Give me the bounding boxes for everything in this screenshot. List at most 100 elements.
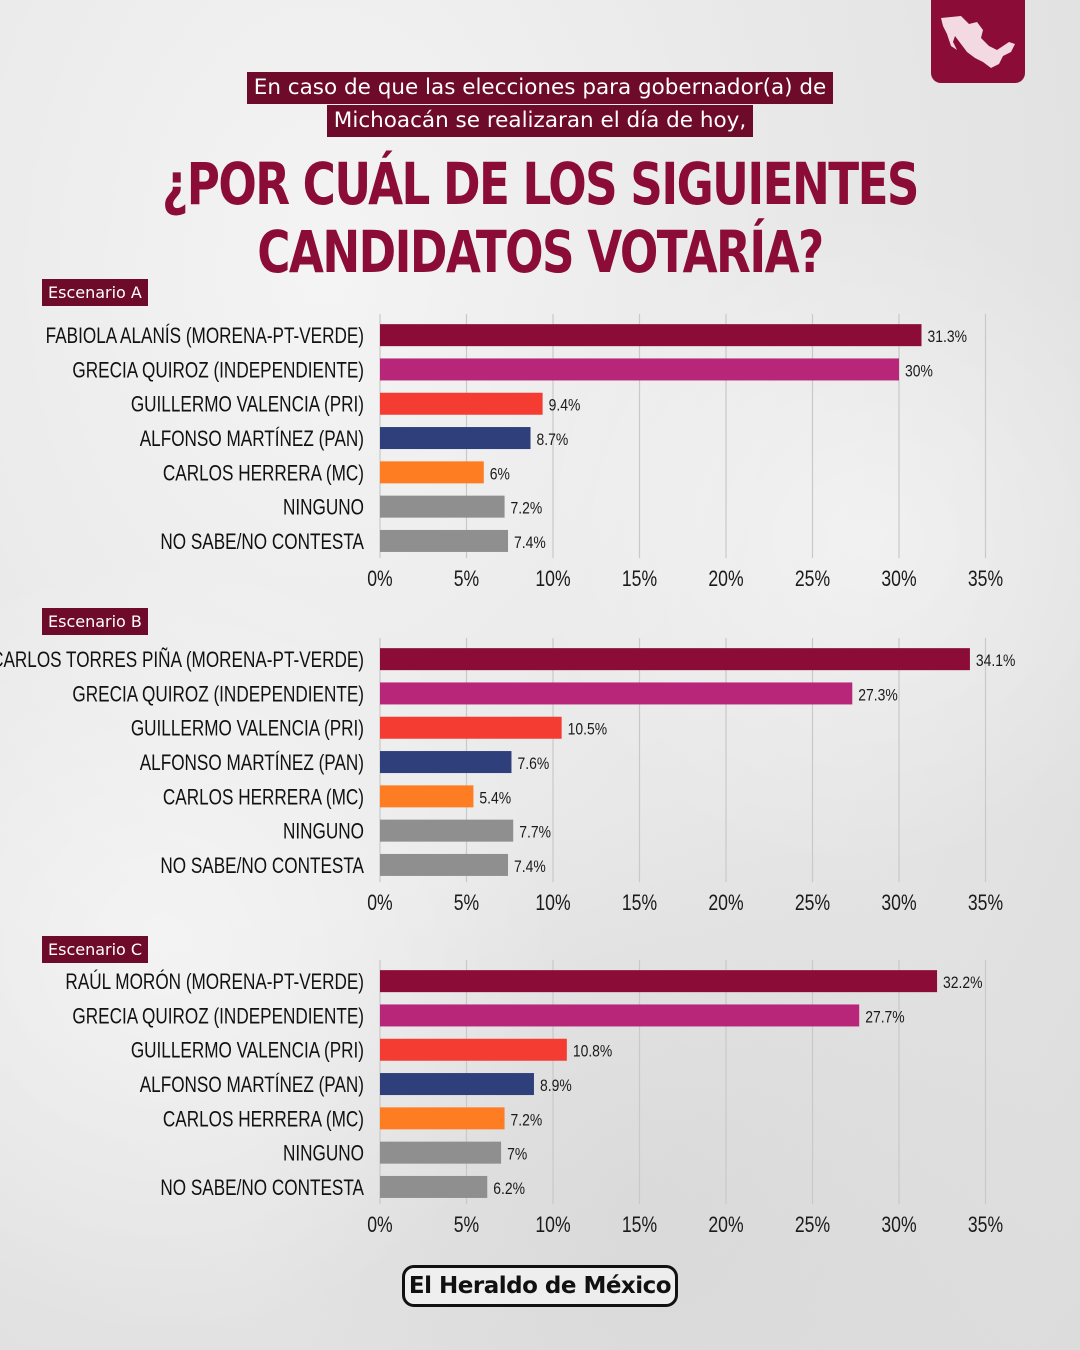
x-tick-label: 30% xyxy=(881,567,916,591)
value-label: 10.5% xyxy=(568,721,608,740)
x-tick-label: 5% xyxy=(454,567,479,591)
bar-carlos-torres-pina-morena-pt-verde xyxy=(380,648,970,671)
value-label: 6.2% xyxy=(493,1180,525,1199)
value-label: 27.3% xyxy=(858,686,898,705)
category-label: RAÚL MORÓN (MORENA-PT-VERDE) xyxy=(65,969,364,995)
bar-grecia-quiroz-independiente xyxy=(380,358,899,381)
category-label: CARLOS HERRERA (MC) xyxy=(163,785,364,810)
value-label: 30% xyxy=(905,362,933,381)
category-label: FABIOLA ALANÍS (MORENA-PT-VERDE) xyxy=(46,323,364,349)
value-label: 34.1% xyxy=(976,652,1016,671)
scenario-b-tag: Escenario B xyxy=(42,608,148,635)
value-label: 31.3% xyxy=(927,328,967,347)
x-tick-label: 30% xyxy=(881,891,916,915)
category-label: ALFONSO MARTÍNEZ (PAN) xyxy=(140,750,364,776)
bar-no-sabe-no-contesta xyxy=(380,529,509,552)
category-label: GUILLERMO VALENCIA (PRI) xyxy=(131,1039,364,1064)
value-label: 5.4% xyxy=(479,789,511,808)
x-tick-label: 30% xyxy=(881,1213,916,1237)
bar-carlos-herrera-mc xyxy=(380,461,484,484)
value-label: 9.4% xyxy=(549,397,581,416)
x-tick-label: 35% xyxy=(968,1213,1003,1237)
x-tick-label: 35% xyxy=(968,567,1003,591)
bar-alfonso-martinez-pan xyxy=(380,427,531,450)
scenario-a-tag: Escenario A xyxy=(42,279,148,306)
mexico-map-badge xyxy=(931,0,1025,83)
value-label: 8.9% xyxy=(540,1077,572,1096)
x-tick-label: 15% xyxy=(622,1213,657,1237)
category-label: GRECIA QUIROZ (INDEPENDIENTE) xyxy=(72,358,364,383)
mexico-map-icon xyxy=(941,16,1015,68)
category-label: NO SABE/NO CONTESTA xyxy=(160,1176,364,1201)
chart-scenario-b: 0% 5% 10% 15% 20% 25% 30% 35% CARLOS TORRES PIÑA… xyxy=(0,636,1080,916)
value-label: 27.7% xyxy=(865,1008,905,1027)
value-label: 7.6% xyxy=(517,755,549,774)
bar-carlos-herrera-mc xyxy=(380,1107,505,1130)
bar-carlos-herrera-mc xyxy=(380,785,474,808)
category-label: NO SABE/NO CONTESTA xyxy=(160,854,364,879)
value-label: 8.7% xyxy=(537,431,569,450)
category-label: GRECIA QUIROZ (INDEPENDIENTE) xyxy=(72,1004,364,1029)
x-tick-label: 0% xyxy=(367,567,392,591)
category-label: NINGUNO xyxy=(283,820,364,845)
value-label: 32.2% xyxy=(943,974,983,993)
x-tick-label: 0% xyxy=(367,1213,392,1237)
x-tick-label: 25% xyxy=(795,891,830,915)
x-tick-label: 10% xyxy=(535,891,570,915)
bar-ninguno xyxy=(380,495,505,518)
value-label: 7% xyxy=(507,1145,527,1164)
headline-line-1: ¿POR CUÁL DE LOS SIGUIENTES xyxy=(162,150,919,218)
value-label: 7.2% xyxy=(511,499,543,518)
category-label: ALFONSO MARTÍNEZ (PAN) xyxy=(140,1072,364,1098)
bar-grecia-quiroz-independiente xyxy=(380,1004,860,1027)
x-tick-label: 35% xyxy=(968,891,1003,915)
bar-guillermo-valencia-pri xyxy=(380,392,543,415)
chart-scenario-b-svg: 0% 5% 10% 15% 20% 25% 30% 35% CARLOS TORRES PIÑA… xyxy=(0,638,1016,916)
bar-alfonso-martinez-pan xyxy=(380,1073,534,1096)
category-label: NINGUNO xyxy=(283,496,364,521)
category-label: NINGUNO xyxy=(283,1142,364,1167)
x-tick-label: 5% xyxy=(454,891,479,915)
intro-line-2: Michoacán se realizaran el día de hoy, xyxy=(326,105,754,137)
bar-fabiola-alanis-morena-pt-verde xyxy=(380,324,922,347)
category-label: NO SABE/NO CONTESTA xyxy=(160,530,364,555)
x-tick-label: 20% xyxy=(708,567,743,591)
bar-alfonso-martinez-pan xyxy=(380,751,512,774)
intro-question: En caso de que las elecciones para gober… xyxy=(0,72,1080,138)
category-label: CARLOS HERRERA (MC) xyxy=(163,1107,364,1132)
headline: ¿POR CUÁL DE LOS SIGUIENTES CANDIDATOS V… xyxy=(119,150,961,286)
value-label: 10.8% xyxy=(573,1043,613,1062)
el-heraldo-logo: El Heraldo de México xyxy=(402,1265,678,1307)
bar-no-sabe-no-contesta xyxy=(380,1175,488,1198)
chart-scenario-c-svg: 0% 5% 10% 15% 20% 25% 30% 35% RAÚL MORÓN (MORENA… xyxy=(65,960,1003,1238)
intro-line-1: En caso de que las elecciones para gober… xyxy=(246,72,834,104)
bar-raul-moron-morena-pt-verde xyxy=(380,970,938,993)
category-label: CARLOS HERRERA (MC) xyxy=(163,461,364,486)
x-tick-label: 25% xyxy=(795,567,830,591)
x-tick-label: 5% xyxy=(454,1213,479,1237)
x-tick-label: 20% xyxy=(708,891,743,915)
x-tick-label: 15% xyxy=(622,567,657,591)
bar-guillermo-valencia-pri xyxy=(380,1038,567,1061)
bar-ninguno xyxy=(380,1141,502,1164)
category-label: ALFONSO MARTÍNEZ (PAN) xyxy=(140,426,364,452)
scenario-c-tag: Escenario C xyxy=(42,936,149,963)
bar-no-sabe-no-contesta xyxy=(380,853,509,876)
x-tick-label: 0% xyxy=(367,891,392,915)
x-tick-label: 25% xyxy=(795,1213,830,1237)
x-tick-label: 10% xyxy=(535,1213,570,1237)
category-label: GUILLERMO VALENCIA (PRI) xyxy=(131,717,364,742)
chart-scenario-a-svg: 0% 5% 10% 15% 20% 25% 30% 35% FABIOLA ALANÍS (MO… xyxy=(46,314,1003,592)
bar-grecia-quiroz-independiente xyxy=(380,682,853,705)
bar-ninguno xyxy=(380,819,514,842)
x-tick-label: 20% xyxy=(708,1213,743,1237)
chart-scenario-a: 0% 5% 10% 15% 20% 25% 30% 35% FABIOLA ALANÍS (MO… xyxy=(0,312,1080,592)
x-tick-label: 15% xyxy=(622,891,657,915)
value-label: 7.2% xyxy=(511,1111,543,1130)
chart-scenario-c: 0% 5% 10% 15% 20% 25% 30% 35% RAÚL MORÓN (MORENA… xyxy=(0,958,1080,1238)
value-label: 6% xyxy=(490,465,510,484)
value-label: 7.4% xyxy=(514,534,546,553)
bar-guillermo-valencia-pri xyxy=(380,716,562,739)
category-label: CARLOS TORRES PIÑA (MORENA-PT-VERDE) xyxy=(0,646,364,673)
